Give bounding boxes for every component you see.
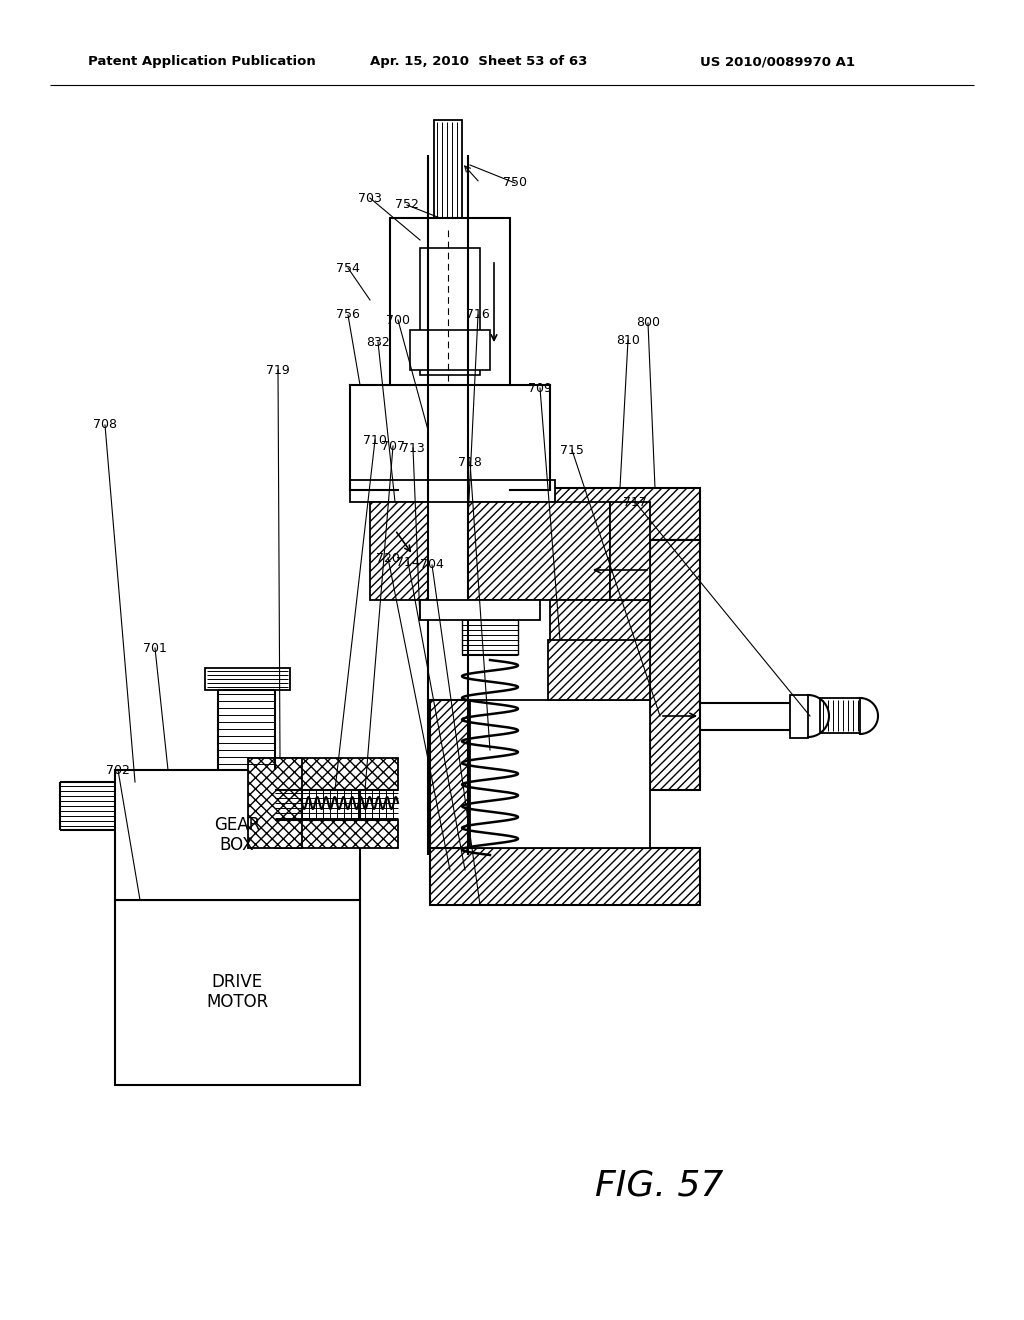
Text: FIG. 57: FIG. 57 — [595, 1168, 723, 1203]
Bar — [550, 540, 650, 700]
Bar — [550, 488, 700, 540]
Bar — [434, 120, 462, 218]
Text: 756: 756 — [336, 309, 360, 322]
Text: 703: 703 — [358, 191, 382, 205]
Text: 800: 800 — [636, 317, 660, 330]
Bar — [248, 758, 302, 847]
Bar — [115, 770, 360, 900]
Bar — [650, 540, 700, 789]
Bar — [790, 696, 808, 738]
Bar — [420, 601, 540, 620]
Bar — [390, 218, 510, 385]
Text: 719: 719 — [266, 363, 290, 376]
Bar — [610, 502, 650, 601]
Text: Apr. 15, 2010  Sheet 53 of 63: Apr. 15, 2010 Sheet 53 of 63 — [370, 55, 588, 69]
Bar — [205, 668, 290, 690]
Bar — [370, 502, 428, 601]
Text: 810: 810 — [616, 334, 640, 346]
Text: 750: 750 — [503, 177, 527, 190]
Text: 710: 710 — [364, 433, 387, 446]
Text: 715: 715 — [560, 444, 584, 457]
Text: 718: 718 — [458, 455, 482, 469]
Text: 714: 714 — [396, 556, 420, 569]
Bar — [275, 820, 398, 847]
Bar — [430, 700, 470, 847]
Text: 702: 702 — [106, 763, 130, 776]
Text: US 2010/0089970 A1: US 2010/0089970 A1 — [700, 55, 855, 69]
Text: 700: 700 — [386, 314, 410, 326]
Bar — [115, 900, 360, 1085]
Text: 708: 708 — [93, 418, 117, 432]
Bar — [820, 698, 860, 733]
Text: 754: 754 — [336, 261, 360, 275]
Bar — [410, 330, 490, 370]
Text: 707: 707 — [381, 440, 406, 453]
Text: DRIVE
MOTOR: DRIVE MOTOR — [206, 973, 268, 1011]
Text: 720: 720 — [376, 552, 400, 565]
Text: 713: 713 — [401, 441, 425, 454]
Text: 704: 704 — [420, 558, 444, 572]
Bar — [350, 480, 555, 502]
Bar — [468, 502, 610, 601]
Text: 716: 716 — [466, 309, 489, 322]
Text: Patent Application Publication: Patent Application Publication — [88, 55, 315, 69]
Bar — [275, 758, 398, 789]
Text: 709: 709 — [528, 381, 552, 395]
Bar — [548, 640, 650, 700]
Bar — [470, 700, 650, 847]
Text: 701: 701 — [143, 642, 167, 655]
Bar — [420, 248, 480, 375]
Bar — [550, 601, 650, 648]
Text: GEAR
BOX: GEAR BOX — [214, 816, 260, 854]
Bar — [430, 847, 700, 906]
Text: 832: 832 — [367, 335, 390, 348]
Text: 717: 717 — [623, 495, 647, 508]
Text: 752: 752 — [395, 198, 419, 211]
